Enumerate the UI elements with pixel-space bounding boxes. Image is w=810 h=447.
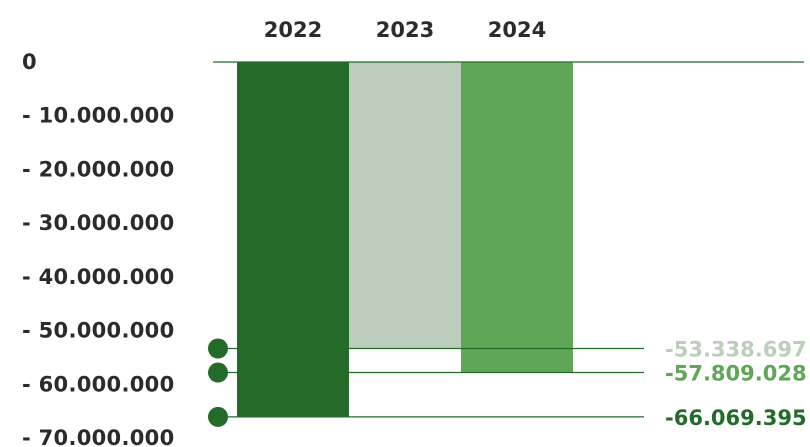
category-label: 2024	[488, 18, 546, 42]
value-marker	[208, 362, 228, 383]
y-tick-label: - 40.000.000	[22, 265, 174, 289]
value-markers	[208, 338, 228, 427]
bar-2023	[349, 62, 461, 349]
bars	[237, 62, 573, 417]
value-marker	[208, 406, 228, 427]
y-tick-label: - 70.000.000	[22, 426, 174, 447]
y-axis-ticks: 0 - 10.000.000 - 20.000.000 - 30.000.000 - 4…	[22, 50, 174, 447]
y-tick-label: - 30.000.000	[22, 211, 174, 235]
value-label: -53.338.697	[665, 338, 807, 362]
y-tick-label: 0	[22, 50, 37, 74]
y-tick-label: - 20.000.000	[22, 157, 174, 181]
y-tick-label: - 10.000.000	[22, 104, 174, 128]
value-leader-lines	[218, 347, 644, 418]
y-tick-label: - 60.000.000	[22, 372, 174, 396]
value-labels: -66.069.395 -53.338.697-57.809.028	[665, 338, 807, 430]
bar-2022	[237, 62, 349, 417]
y-tick-label: - 50.000.000	[22, 319, 174, 343]
value-marker	[208, 338, 228, 359]
value-label: -57.809.028	[665, 362, 807, 386]
category-labels: 2022 2023 2024	[264, 18, 546, 42]
value-label: -66.069.395	[665, 406, 807, 430]
category-label: 2022	[264, 18, 322, 42]
bar-2024	[461, 62, 573, 373]
category-label: 2023	[376, 18, 434, 42]
